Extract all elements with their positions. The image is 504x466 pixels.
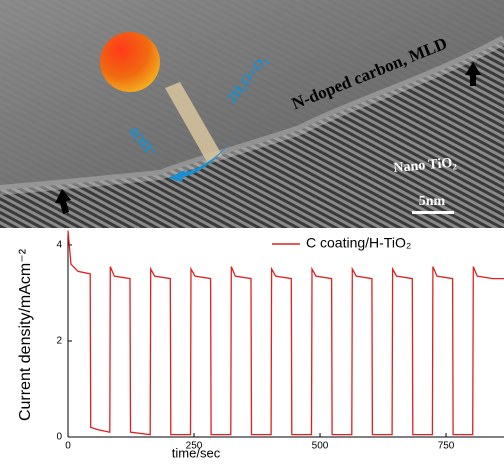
- x-tick-label: 500: [312, 441, 329, 452]
- x-tick-label: 0: [65, 441, 71, 452]
- scale-bar: [412, 211, 454, 214]
- y-tick-label: 2: [56, 336, 62, 347]
- particle: [100, 32, 160, 92]
- x-tick-label: 250: [186, 441, 203, 452]
- x-tick-label: 750: [438, 441, 455, 452]
- legend-label: C coating/H-TiO₂: [306, 235, 411, 251]
- scale-bar-label: 5nm: [419, 194, 446, 209]
- figure: N-doped carbon, MLD 2H₂O+O₂ 4OH⁻ Nano Ti…: [0, 0, 504, 461]
- y-tick-label: 0: [56, 432, 62, 443]
- y-tick-label: 4: [56, 240, 62, 251]
- tem-image: N-doped carbon, MLD 2H₂O+O₂ 4OH⁻ Nano Ti…: [0, 0, 504, 228]
- y-axis-label: Current density/mAcm⁻²: [17, 248, 34, 421]
